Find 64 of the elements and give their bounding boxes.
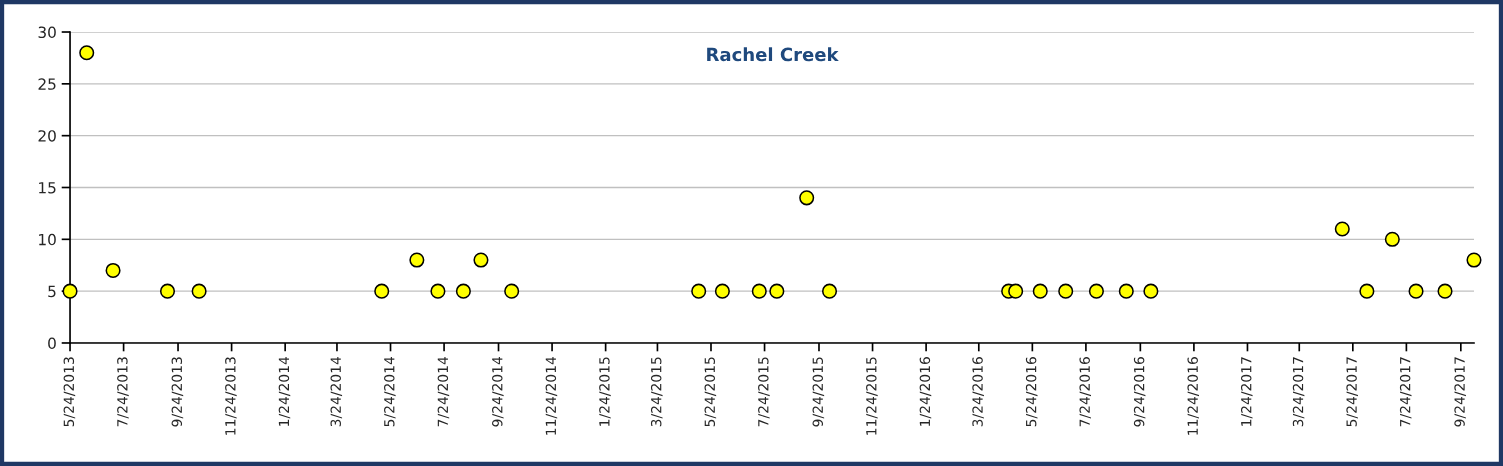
point [1143, 283, 1159, 299]
x-tick-label: 7/24/2017 [1399, 357, 1412, 427]
point [430, 283, 446, 299]
x-tick-label: 9/24/2013 [171, 357, 184, 427]
point [62, 283, 78, 299]
point [79, 45, 95, 61]
y-tick-label: 5 [48, 285, 56, 298]
x-tick-label: 5/24/2015 [704, 357, 717, 427]
x-tick-label: 3/24/2014 [330, 356, 343, 427]
x-tick-label: 11/24/2013 [225, 357, 237, 435]
point [473, 252, 489, 268]
text: Rachel Creek [707, 47, 839, 62]
x-tick-label: 9/24/2017 [1454, 357, 1466, 427]
point [751, 283, 767, 299]
x-tick-label: 5/24/2017 [1346, 357, 1358, 427]
point [374, 283, 390, 299]
y-tick-label: 0 [48, 337, 56, 349]
point [1118, 283, 1134, 299]
x-tick-label: 5/24/2014 [384, 356, 396, 427]
x-tick-label: 1/24/2015 [599, 357, 611, 426]
point [105, 262, 121, 278]
point [1334, 221, 1350, 237]
point [1088, 283, 1104, 299]
point [1032, 283, 1048, 299]
x-tick-label: 1/24/2017 [1240, 357, 1253, 426]
point [1466, 252, 1482, 268]
x-tick-label: 9/24/2015 [812, 357, 825, 427]
x-tick-label: 11/24/2015 [866, 357, 878, 435]
x-tick-label: 7/24/2016 [1079, 357, 1092, 427]
point [1058, 283, 1074, 299]
point [1008, 283, 1024, 299]
point [409, 252, 425, 268]
x-tick-label: 3/24/2017 [1292, 357, 1305, 427]
x-tick-label: 3/24/2016 [972, 357, 984, 427]
x-tick-label: 5/24/2013 [63, 357, 76, 427]
point [191, 283, 207, 299]
point [1384, 231, 1400, 247]
y-tick-label: 10 [39, 233, 56, 246]
point [1437, 283, 1453, 299]
point [821, 283, 838, 299]
point [769, 283, 785, 299]
y-tick-label: 25 [38, 78, 56, 90]
x-tick-label: 9/24/2014 [492, 356, 504, 427]
x-tick-label: 1/24/2016 [919, 357, 932, 426]
x-tick-label: 11/24/2016 [1187, 357, 1200, 435]
point [799, 190, 815, 206]
y-tick-label: 15 [39, 182, 56, 194]
y-tick-label: 20 [38, 130, 56, 142]
point [159, 283, 176, 299]
point [691, 283, 707, 299]
point [455, 283, 471, 299]
point [1359, 283, 1375, 299]
x-tick-label: 1/24/2014 [278, 356, 291, 426]
point [714, 283, 730, 299]
y-tick-label: 30 [38, 26, 56, 39]
x-tick-label: 9/24/2016 [1133, 357, 1146, 427]
point [1408, 283, 1424, 299]
point [504, 283, 520, 299]
x-tick-label: 11/24/2014 [545, 356, 558, 435]
x-tick-label: 3/24/2015 [650, 357, 663, 427]
x-tick-label: 7/24/2013 [117, 357, 129, 427]
x-tick-label: 7/24/2014 [437, 356, 450, 427]
x-tick-label: 5/24/2016 [1025, 357, 1038, 427]
x-tick-label: 7/24/2015 [758, 357, 770, 427]
